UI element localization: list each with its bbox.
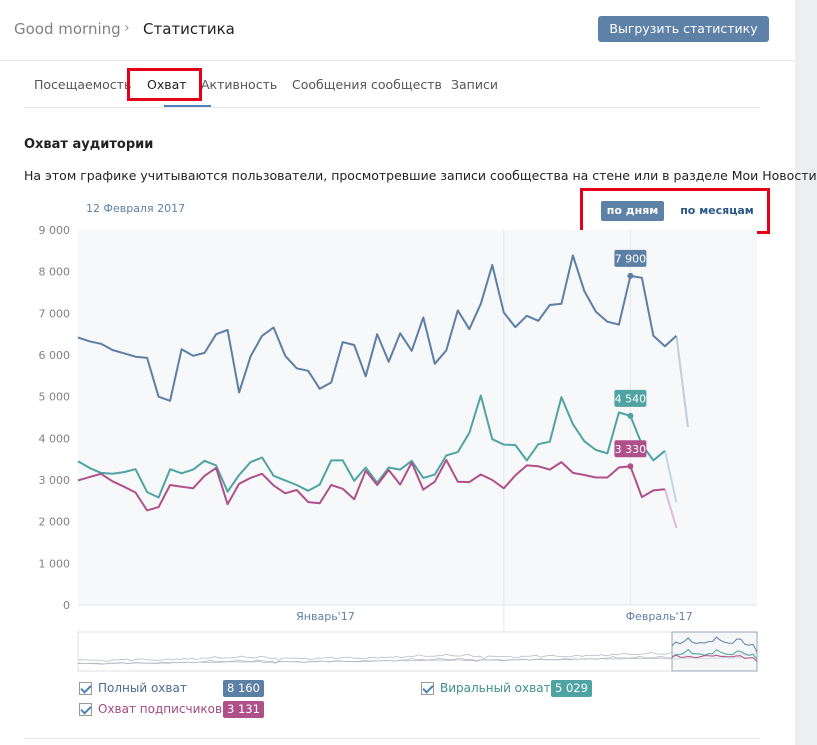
section-title: Охват аудитории	[24, 137, 154, 152]
value-label-bg-full	[614, 249, 647, 267]
breadcrumb-chevron-icon: ›	[124, 20, 130, 36]
value-label-bg-subscribers	[614, 440, 647, 458]
checkbox-subscribers[interactable]	[79, 703, 92, 716]
y-tick-label: 5 000	[39, 391, 71, 404]
tab-attendance[interactable]: Посещаемость	[34, 77, 132, 92]
section-description: На этом графике учитываются пользователи…	[24, 168, 817, 183]
highlight-point-viral	[627, 412, 634, 419]
legend-value-viral: 5 029	[551, 680, 592, 697]
bottom-divider	[24, 738, 760, 739]
navigator-selected-series-subscribers	[671, 654, 758, 662]
series-line-full	[77, 254, 678, 402]
y-tick-label: 7 000	[39, 307, 71, 320]
checkbox-viral[interactable]	[421, 682, 434, 695]
legend-label-viral: Виральный охват	[440, 681, 551, 695]
navigator-frame	[77, 631, 758, 672]
y-tick-label: 1 000	[39, 557, 71, 570]
value-label-subscribers: 3 330	[615, 443, 647, 456]
x-tick-label: Февраль'17	[626, 610, 693, 623]
period-by-days-button[interactable]: по дням	[601, 201, 664, 221]
export-statistics-button[interactable]: Выгрузить статистику	[598, 16, 769, 42]
plot-background	[78, 230, 757, 605]
x-tick-label: Январь'17	[296, 610, 355, 623]
y-tick-label: 6 000	[39, 349, 71, 362]
tab-posts[interactable]: Записи	[451, 77, 498, 92]
y-tick-label: 0	[63, 599, 70, 612]
active-tab-underline	[164, 105, 211, 107]
y-tick-label: 8 000	[39, 266, 71, 279]
y-tick-label: 9 000	[39, 224, 71, 237]
highlight-point-subscribers	[627, 463, 634, 470]
page-header: Good morning › Статистика Выгрузить стат…	[0, 0, 795, 61]
series-line-viral	[77, 394, 666, 499]
value-label-bg-viral	[614, 389, 647, 407]
page: Good morning › Статистика Выгрузить стат…	[0, 0, 795, 745]
breadcrumb-group-link[interactable]: Good morning	[14, 20, 121, 38]
highlight-box-tab	[127, 68, 202, 101]
legend-label-subscribers: Охват подписчиков	[98, 702, 223, 716]
tab-community-messages[interactable]: Сообщения сообществ	[292, 77, 442, 92]
navigator-series-full	[78, 652, 758, 662]
series-partial-segment-full	[675, 335, 689, 428]
navigator-selected-series-full	[671, 636, 758, 653]
legend-value-subscribers: 3 131	[223, 701, 264, 718]
y-tick-label: 3 000	[39, 474, 71, 487]
navigator-selected-series-viral	[671, 648, 758, 660]
legend-label-full: Полный охват	[98, 681, 187, 695]
y-tick-label: 4 000	[39, 432, 71, 445]
value-label-viral: 4 540	[615, 392, 647, 405]
checkbox-full[interactable]	[79, 682, 92, 695]
page-title: Статистика	[143, 20, 235, 38]
tab-reach[interactable]: Охват	[147, 77, 187, 92]
series-partial-segment-subscribers	[663, 488, 678, 529]
stats-tabs: Посещаемость Охват Активность Сообщения …	[24, 64, 760, 108]
series-partial-segment-viral	[663, 450, 678, 503]
chart-date-label: 12 Февраля 2017	[86, 202, 186, 215]
legend-value-full: 8 160	[223, 680, 264, 697]
reach-line-chart[interactable]: 0 1 000 2 000 3 000 4 000 5 000 6 000 7 000 8 00…	[0, 220, 795, 680]
series-line-subscribers	[77, 459, 666, 512]
navigator-series-subscribers	[77, 657, 758, 665]
y-tick-label: 2 000	[39, 516, 71, 529]
period-by-months-button[interactable]: по месяцам	[680, 204, 754, 217]
tab-activity[interactable]: Активность	[201, 77, 278, 92]
value-label-full: 7 900	[615, 252, 647, 265]
highlight-point-full	[627, 272, 634, 279]
